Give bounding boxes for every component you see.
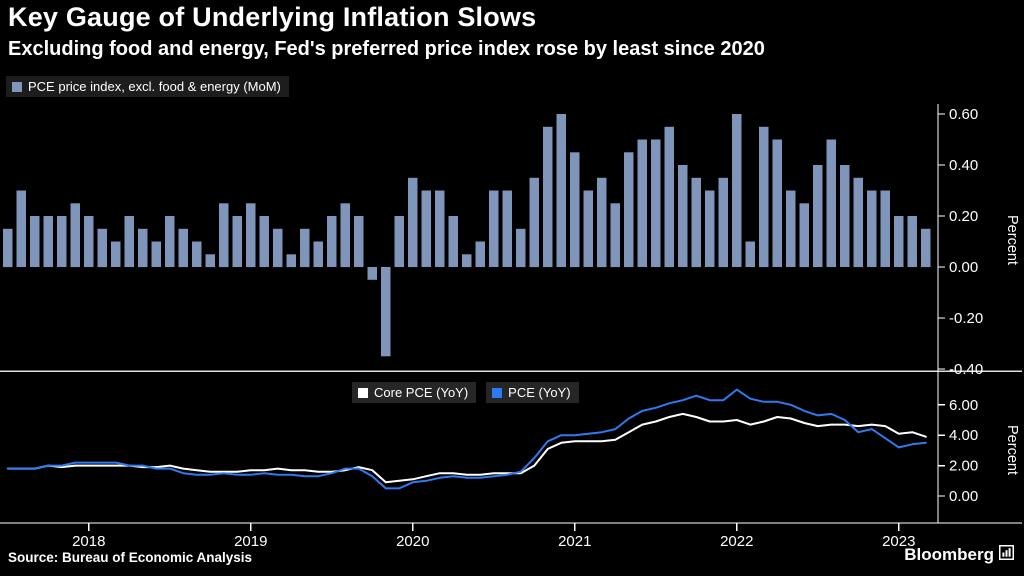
- bloomberg-terminal-icon: [999, 545, 1014, 565]
- mom-bars: [3, 114, 931, 357]
- bloomberg-wordmark: Bloomberg: [904, 545, 994, 564]
- core-pce-label: Core PCE (YoY): [374, 385, 469, 400]
- svg-text:0.40: 0.40: [949, 157, 978, 174]
- svg-text:Percent: Percent: [1004, 215, 1020, 265]
- svg-text:0.20: 0.20: [949, 208, 978, 225]
- pce-swatch: [492, 387, 503, 398]
- svg-text:4.00: 4.00: [949, 427, 978, 444]
- source-attribution: Source: Bureau of Economic Analysis: [8, 550, 253, 565]
- legend-core-pce: Core PCE (YoY): [352, 382, 477, 403]
- chart-title: Key Gauge of Underlying Inflation Slows: [8, 2, 537, 32]
- bloomberg-logo: Bloomberg: [904, 545, 1014, 565]
- pce-line: [6, 388, 927, 490]
- svg-text:2022: 2022: [720, 533, 753, 550]
- svg-text:6.00: 6.00: [949, 397, 978, 414]
- core-pce-line: [6, 412, 927, 484]
- svg-text:2.00: 2.00: [949, 458, 978, 475]
- bar-series-label: PCE price index, excl. food & energy (Mo…: [28, 79, 281, 94]
- bar-series-swatch: [12, 81, 22, 92]
- legend-top: PCE price index, excl. food & energy (Mo…: [6, 76, 289, 97]
- svg-text:0.00: 0.00: [949, 488, 978, 505]
- chart-subtitle: Excluding food and energy, Fed's preferr…: [8, 38, 765, 60]
- svg-text:2019: 2019: [234, 533, 267, 550]
- legend-bottom: Core PCE (YoY) PCE (YoY): [352, 382, 579, 403]
- svg-text:2021: 2021: [558, 533, 591, 550]
- legend-pce: PCE (YoY): [486, 382, 579, 403]
- svg-text:-0.20: -0.20: [949, 310, 983, 327]
- svg-text:0.60: 0.60: [949, 106, 978, 123]
- svg-text:2020: 2020: [396, 533, 429, 550]
- core-pce-swatch: [358, 387, 368, 398]
- svg-text:Percent: Percent: [1004, 425, 1020, 475]
- svg-text:0.00: 0.00: [949, 259, 978, 276]
- pce-label: PCE (YoY): [508, 385, 571, 400]
- svg-text:-0.40: -0.40: [949, 361, 983, 378]
- svg-text:2023: 2023: [882, 533, 915, 550]
- svg-text:2018: 2018: [72, 533, 105, 550]
